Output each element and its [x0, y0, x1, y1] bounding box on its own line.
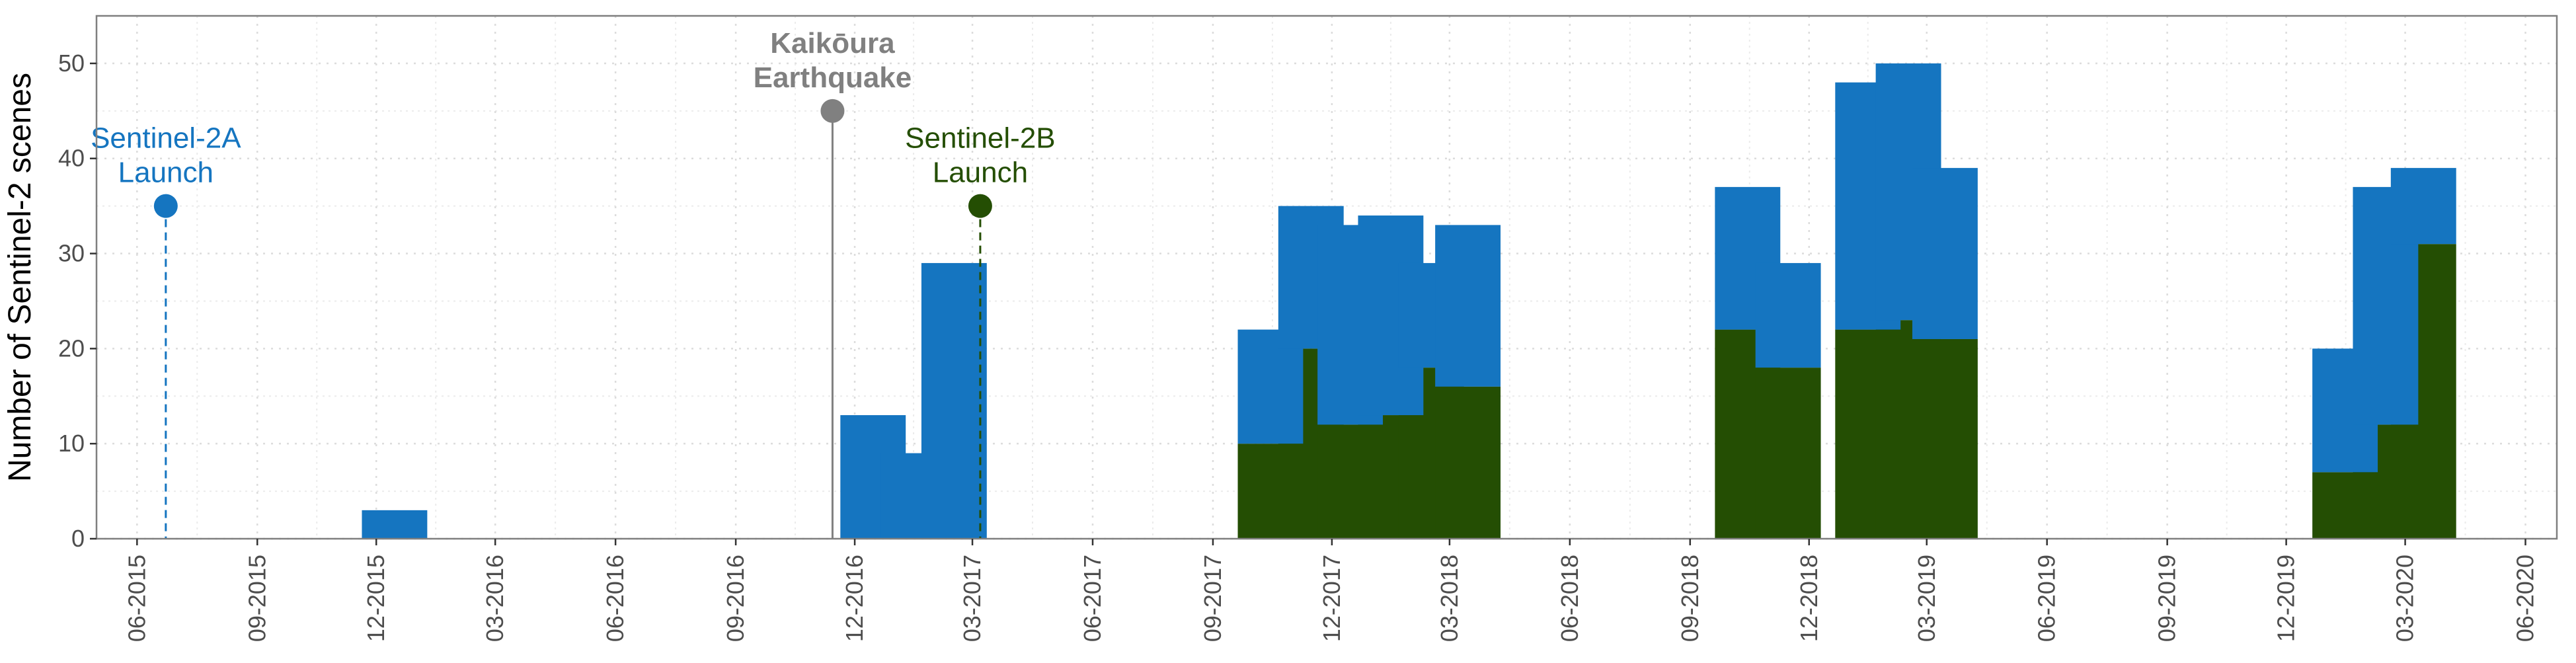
bars	[362, 63, 2456, 539]
bar-segment	[2390, 168, 2456, 245]
bar-segment	[362, 510, 428, 539]
bar-segment	[1435, 386, 1501, 539]
x-tick-label: 03-2020	[2392, 555, 2419, 642]
annotation-point	[968, 194, 992, 218]
x-tick-label: 09-2016	[722, 555, 749, 642]
annotation-label: Sentinel-2A	[91, 122, 241, 155]
x-tick-label: 03-2017	[958, 555, 986, 642]
annotation-point	[153, 194, 178, 218]
annotations: Sentinel-2ALaunchKaikōuraEarthquakeSenti…	[91, 27, 1056, 539]
plot-panel	[95, 15, 2558, 540]
y-tick-label: 20	[58, 334, 85, 362]
y-tick-label: 30	[58, 240, 85, 267]
x-tick-label: 12-2017	[1318, 555, 1345, 642]
y-tick-label: 40	[58, 145, 85, 172]
x-tick-label: 12-2015	[362, 555, 389, 642]
x-tick-label: 03-2019	[1913, 555, 1940, 642]
x-tick-label: 12-2016	[841, 555, 868, 642]
x-tick-label: 06-2020	[2512, 555, 2539, 642]
annotation-label: Sentinel-2B	[905, 122, 1055, 155]
annotation-point	[820, 98, 845, 123]
y-axis-title: Number of Sentinel-2 scenes	[3, 73, 38, 482]
x-tick-label: 06-2019	[2033, 555, 2060, 642]
axes: 0 10 20 30 40 50 06-2015 09-2015 12-2015 03-2016 0…	[58, 50, 2539, 642]
annotation-label: Earthquake	[754, 61, 912, 94]
x-tick-label: 09-2019	[2154, 555, 2181, 642]
x-tick-label: 09-2018	[1676, 555, 1703, 642]
bar-segment	[1912, 338, 1978, 539]
x-tick-label: 06-2015	[123, 555, 150, 642]
x-tick-label: 09-2015	[243, 555, 270, 642]
annotation-label: Launch	[118, 157, 214, 189]
annotation-label: Kaikōura	[770, 27, 895, 59]
x-tick-label: 03-2018	[1436, 555, 1463, 642]
x-tick-label: 12-2018	[1795, 555, 1822, 642]
bar-segment	[1755, 368, 1821, 539]
x-tick-label: 06-2017	[1079, 555, 1106, 642]
bar-segment	[921, 262, 987, 539]
x-tick-label: 09-2017	[1199, 555, 1226, 642]
y-tick-label: 0	[71, 525, 85, 552]
bar-segment	[1755, 262, 1821, 368]
bar-segment	[1435, 225, 1501, 387]
x-tick-label: 03-2016	[481, 555, 508, 642]
y-tick-label: 50	[58, 50, 85, 77]
x-tick-label: 06-2018	[1556, 555, 1583, 642]
annotation-label: Launch	[933, 157, 1028, 189]
x-tick-label: 12-2019	[2273, 555, 2300, 642]
bar-segment	[1912, 168, 1978, 339]
y-tick-label: 10	[58, 430, 85, 457]
x-tick-label: 06-2016	[602, 555, 629, 642]
